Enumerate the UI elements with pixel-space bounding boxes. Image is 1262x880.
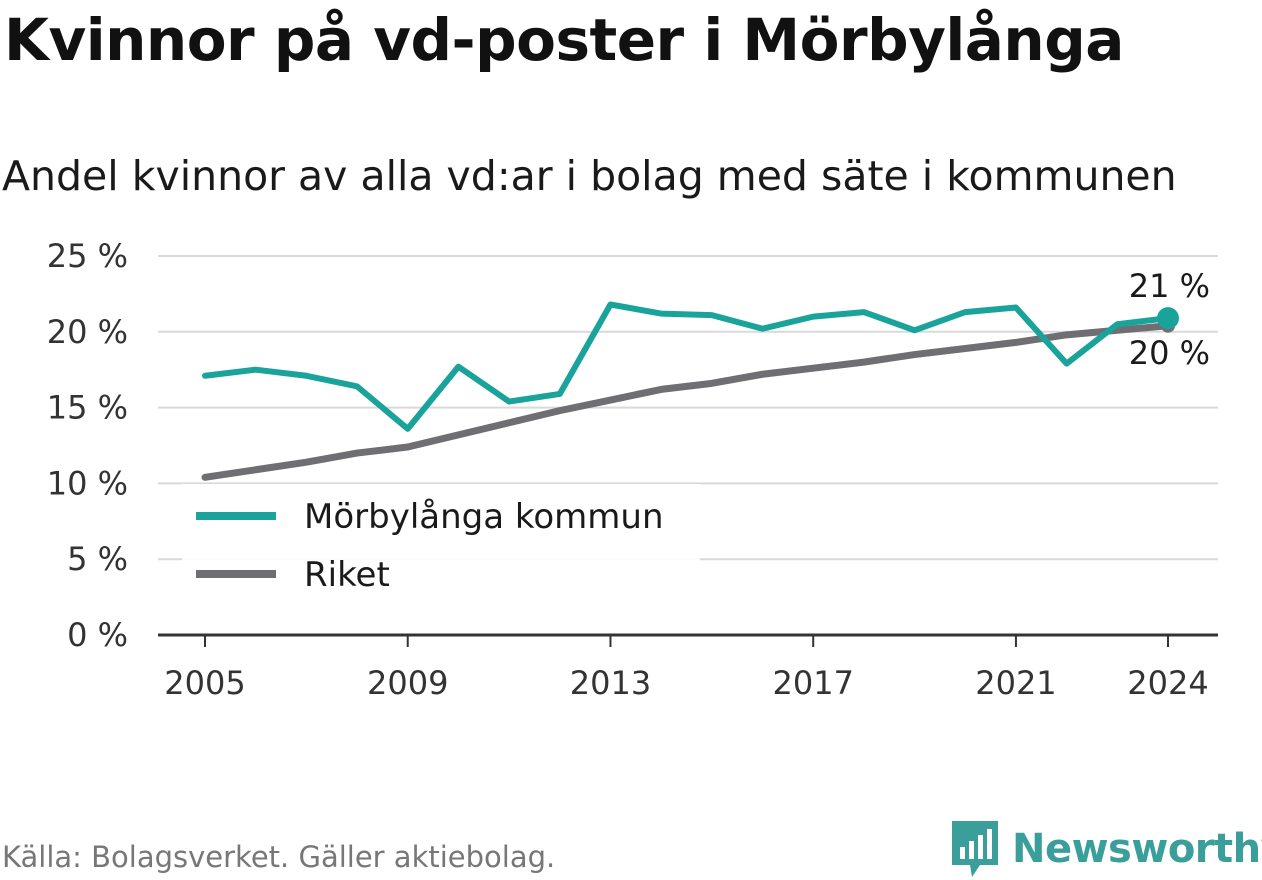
y-tick-label: 20 % — [47, 313, 128, 351]
chart-subtitle: Andel kvinnor av alla vd:ar i bolag med … — [2, 152, 1177, 200]
y-tick-label: 10 % — [47, 464, 128, 502]
brand-logo: Newsworthy — [950, 818, 1262, 880]
legend-label-series-0: Mörbylånga kommun — [304, 497, 664, 537]
end-label-series-1: 20 % — [1129, 334, 1210, 372]
x-tick-label: 2021 — [975, 664, 1056, 702]
x-tick-label: 2017 — [772, 664, 853, 702]
brand-name: Newsworthy — [1012, 826, 1262, 872]
legend-label-series-1: Riket — [304, 555, 390, 595]
series-end-point-0 — [1157, 307, 1179, 330]
x-tick-label: 2005 — [164, 664, 245, 702]
y-tick-label: 0 % — [67, 616, 128, 654]
source-note: Källa: Bolagsverket. Gäller aktiebolag. — [2, 840, 556, 874]
x-tick-label: 2013 — [570, 664, 651, 702]
legend-background — [182, 484, 700, 610]
series-line-1 — [201, 322, 1172, 481]
end-label-series-0: 21 % — [1129, 267, 1210, 305]
y-axis-tick-labels: 0 % 5 % 10 % 15 % 20 % 25 % — [47, 237, 128, 654]
newsworthy-icon — [952, 821, 998, 877]
y-tick-label: 5 % — [67, 540, 128, 578]
end-labels: 21 % 20 % — [1129, 267, 1210, 372]
x-axis: 2005 2009 2013 2017 2021 2024 — [158, 633, 1218, 702]
series-line-0 — [202, 301, 1171, 432]
y-tick-label: 25 % — [47, 237, 128, 275]
x-tick-label: 2009 — [367, 664, 448, 702]
legend: Mörbylånga kommun Riket — [182, 484, 700, 610]
y-tick-label: 15 % — [47, 389, 128, 427]
x-tick-label: 2024 — [1127, 664, 1208, 702]
chart-title: Kvinnor på vd-poster i Mörbylånga — [4, 6, 1124, 74]
data-series — [201, 301, 1179, 481]
